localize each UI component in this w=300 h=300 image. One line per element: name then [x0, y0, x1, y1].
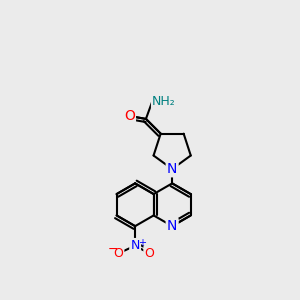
Text: −: −	[108, 243, 118, 256]
Text: O: O	[145, 247, 154, 260]
Text: O: O	[124, 109, 135, 123]
Text: NH₂: NH₂	[152, 95, 176, 108]
Text: O: O	[113, 247, 123, 260]
Text: +: +	[138, 238, 146, 248]
Text: N: N	[167, 219, 177, 233]
Text: N: N	[130, 239, 140, 252]
Text: N: N	[167, 162, 177, 176]
